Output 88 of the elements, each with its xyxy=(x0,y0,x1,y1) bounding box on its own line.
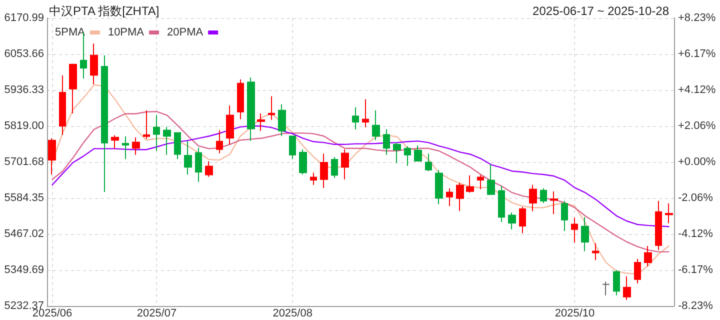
candlestick xyxy=(477,174,484,190)
candlestick xyxy=(466,174,474,194)
candlestick xyxy=(143,110,150,140)
candlestick xyxy=(456,182,464,212)
candlestick xyxy=(487,164,495,196)
candlestick xyxy=(111,134,119,150)
x-tick-label: 2025/07 xyxy=(136,308,177,320)
candlestick xyxy=(592,242,599,261)
y2-tick-label: -2.06% xyxy=(678,192,714,204)
y2-tick-label: -6.17% xyxy=(678,264,714,276)
candlestick xyxy=(498,186,505,223)
candlestick xyxy=(644,245,652,267)
candlestick xyxy=(195,147,202,182)
y2-tick-label: +6.17% xyxy=(678,48,716,60)
candlestick xyxy=(289,136,296,160)
x-tick-label: 2025/06 xyxy=(32,308,72,320)
candlestick xyxy=(581,216,589,252)
candlestick xyxy=(320,153,328,188)
candlestick xyxy=(48,138,56,175)
line-series xyxy=(52,110,670,252)
candlestick xyxy=(383,128,390,156)
candlestick xyxy=(122,136,129,160)
candlestick xyxy=(602,281,610,296)
candlestick xyxy=(561,200,568,232)
candlestick xyxy=(571,217,578,244)
candlestick xyxy=(132,136,140,156)
candlestick xyxy=(550,190,558,215)
candlestick xyxy=(540,188,547,204)
candlestick xyxy=(205,160,213,178)
y-tick-label: 5819.00 xyxy=(4,120,44,132)
y-tick-label: 5467.02 xyxy=(4,228,44,240)
candlestick xyxy=(404,146,411,166)
candlestick xyxy=(352,106,359,130)
candlestick xyxy=(435,170,443,205)
y-tick-label: 5936.33 xyxy=(4,84,44,96)
candlestick xyxy=(90,42,98,85)
candlestick xyxy=(508,212,516,230)
candlestick xyxy=(634,258,641,284)
candlestick xyxy=(310,172,317,186)
candlestick xyxy=(446,188,453,207)
x-tick-label: 2025/08 xyxy=(272,308,312,320)
candlestick xyxy=(163,126,171,156)
legend-label: 5PMA xyxy=(54,26,86,38)
y-tick-label: 6053.66 xyxy=(4,48,44,60)
candlestick xyxy=(331,156,338,178)
candlestick xyxy=(278,104,286,137)
y2-tick-label: +8.23% xyxy=(678,12,716,24)
candlestick xyxy=(237,78,244,120)
y2-tick-label: +2.06% xyxy=(678,120,716,132)
candlestick xyxy=(613,270,620,296)
chart-title: 中汉PTA 指数[ZHTA] xyxy=(49,4,160,18)
candlestick xyxy=(529,184,537,212)
candlestick xyxy=(362,98,369,128)
candlestick xyxy=(153,114,160,152)
y2-tick-label: -4.12% xyxy=(678,228,714,240)
legend-label: 20PMA xyxy=(167,26,204,38)
legend-label: 10PMA xyxy=(108,26,145,38)
candlestick xyxy=(268,96,275,120)
candlestick xyxy=(69,63,77,114)
candlestick xyxy=(59,74,66,136)
candlestick xyxy=(341,148,349,180)
y2-tick-label: -8.23% xyxy=(678,300,714,312)
y2-tick-label: +0.00% xyxy=(678,156,716,168)
candlestick xyxy=(184,140,192,175)
chart-subtitle: 2025-06-17 ~ 2025-10-28 xyxy=(532,4,670,18)
line-series xyxy=(52,84,670,275)
candlestick xyxy=(414,144,422,162)
candlestick xyxy=(393,142,401,164)
candlestick xyxy=(174,132,181,160)
candlestick xyxy=(101,54,108,192)
y2-tick-label: +4.12% xyxy=(678,84,716,96)
candlestick xyxy=(247,77,255,142)
candlestick xyxy=(425,153,432,172)
y-tick-label: 5584.35 xyxy=(4,192,44,204)
line-series xyxy=(52,125,670,228)
y-tick-label: 5349.69 xyxy=(4,264,44,276)
candlestick xyxy=(257,112,265,132)
candlestick xyxy=(665,202,673,224)
candlestick xyxy=(299,148,307,175)
candlestick xyxy=(655,200,662,250)
candlestick xyxy=(372,110,380,141)
candlestick xyxy=(519,206,526,234)
x-tick-label: 2025/10 xyxy=(554,308,595,320)
candlestick xyxy=(216,130,223,154)
candlestick xyxy=(226,104,234,145)
y-tick-label: 6170.99 xyxy=(4,12,44,24)
candlestick xyxy=(623,276,631,300)
y-tick-label: 5701.68 xyxy=(4,156,44,168)
